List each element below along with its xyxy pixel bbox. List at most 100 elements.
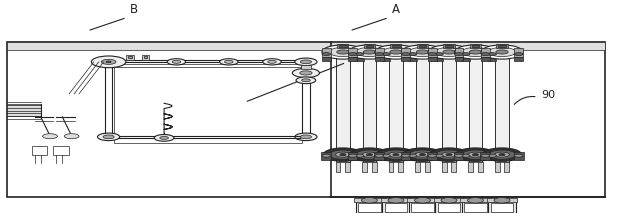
Circle shape [300,135,311,139]
Circle shape [430,148,468,161]
Circle shape [481,154,489,157]
Bar [381,198,412,202]
Circle shape [435,154,444,157]
Circle shape [496,50,508,54]
Bar [468,162,473,172]
Circle shape [499,154,505,156]
Bar [391,44,402,48]
Circle shape [356,150,383,159]
Bar [53,146,69,155]
Circle shape [454,53,463,56]
Bar [348,152,357,160]
Bar [495,53,509,162]
Circle shape [481,53,489,56]
Bar [389,162,394,172]
Bar [494,162,499,172]
Circle shape [43,134,57,139]
Bar [336,162,341,172]
Bar [129,56,132,58]
Circle shape [322,53,331,56]
Circle shape [376,148,416,161]
Bar [480,152,489,160]
Circle shape [468,152,483,157]
Bar [464,203,486,212]
Bar [488,199,515,213]
Circle shape [454,45,496,59]
Bar [428,152,437,160]
Bar [382,57,391,61]
Circle shape [443,50,455,54]
Circle shape [300,60,311,64]
Circle shape [461,53,470,56]
Circle shape [300,71,312,75]
Circle shape [417,50,429,54]
Circle shape [355,53,364,56]
Bar [470,44,481,48]
Text: B: B [130,3,138,16]
Bar [7,104,41,116]
Bar [514,152,523,160]
Circle shape [323,148,363,161]
Circle shape [514,53,523,56]
Bar [401,152,410,160]
Circle shape [362,152,377,157]
Circle shape [167,59,185,65]
Circle shape [224,60,233,63]
Bar [454,152,463,160]
Bar [498,45,506,47]
Bar [496,44,507,48]
Circle shape [415,152,430,157]
Bar [345,162,350,172]
Circle shape [402,45,444,59]
Bar [412,203,434,212]
Circle shape [292,68,320,77]
Circle shape [106,61,111,63]
Circle shape [295,133,317,141]
Bar [356,199,383,213]
Bar [514,48,523,57]
Bar [385,203,407,212]
Circle shape [428,53,437,56]
Circle shape [383,150,410,159]
Circle shape [172,60,180,63]
Bar [436,199,462,213]
Circle shape [349,45,391,59]
Bar [336,53,350,162]
Bar [481,48,489,57]
Bar [337,44,349,48]
Bar [358,203,381,212]
Circle shape [488,53,496,56]
Bar [461,48,470,57]
Bar [364,44,375,48]
Bar [442,162,446,172]
Circle shape [382,53,391,56]
Circle shape [420,154,426,156]
Circle shape [355,154,364,157]
Bar [409,199,436,213]
Circle shape [488,154,496,157]
Circle shape [340,154,346,156]
Bar [399,162,404,172]
Circle shape [375,45,417,59]
Circle shape [393,154,399,156]
Circle shape [436,150,462,159]
Bar [363,53,376,162]
Bar [383,199,410,213]
Bar [127,55,134,60]
Circle shape [383,47,410,56]
Circle shape [388,198,404,203]
Bar [321,152,331,160]
Circle shape [428,154,437,157]
Bar [322,48,331,57]
Circle shape [375,53,384,56]
Bar [142,55,150,60]
Bar [32,146,47,155]
Circle shape [302,79,310,82]
Bar [366,45,373,47]
Circle shape [488,150,515,159]
Circle shape [409,47,436,56]
Circle shape [408,154,417,157]
Circle shape [469,50,481,54]
Circle shape [322,154,331,157]
Circle shape [382,154,391,157]
